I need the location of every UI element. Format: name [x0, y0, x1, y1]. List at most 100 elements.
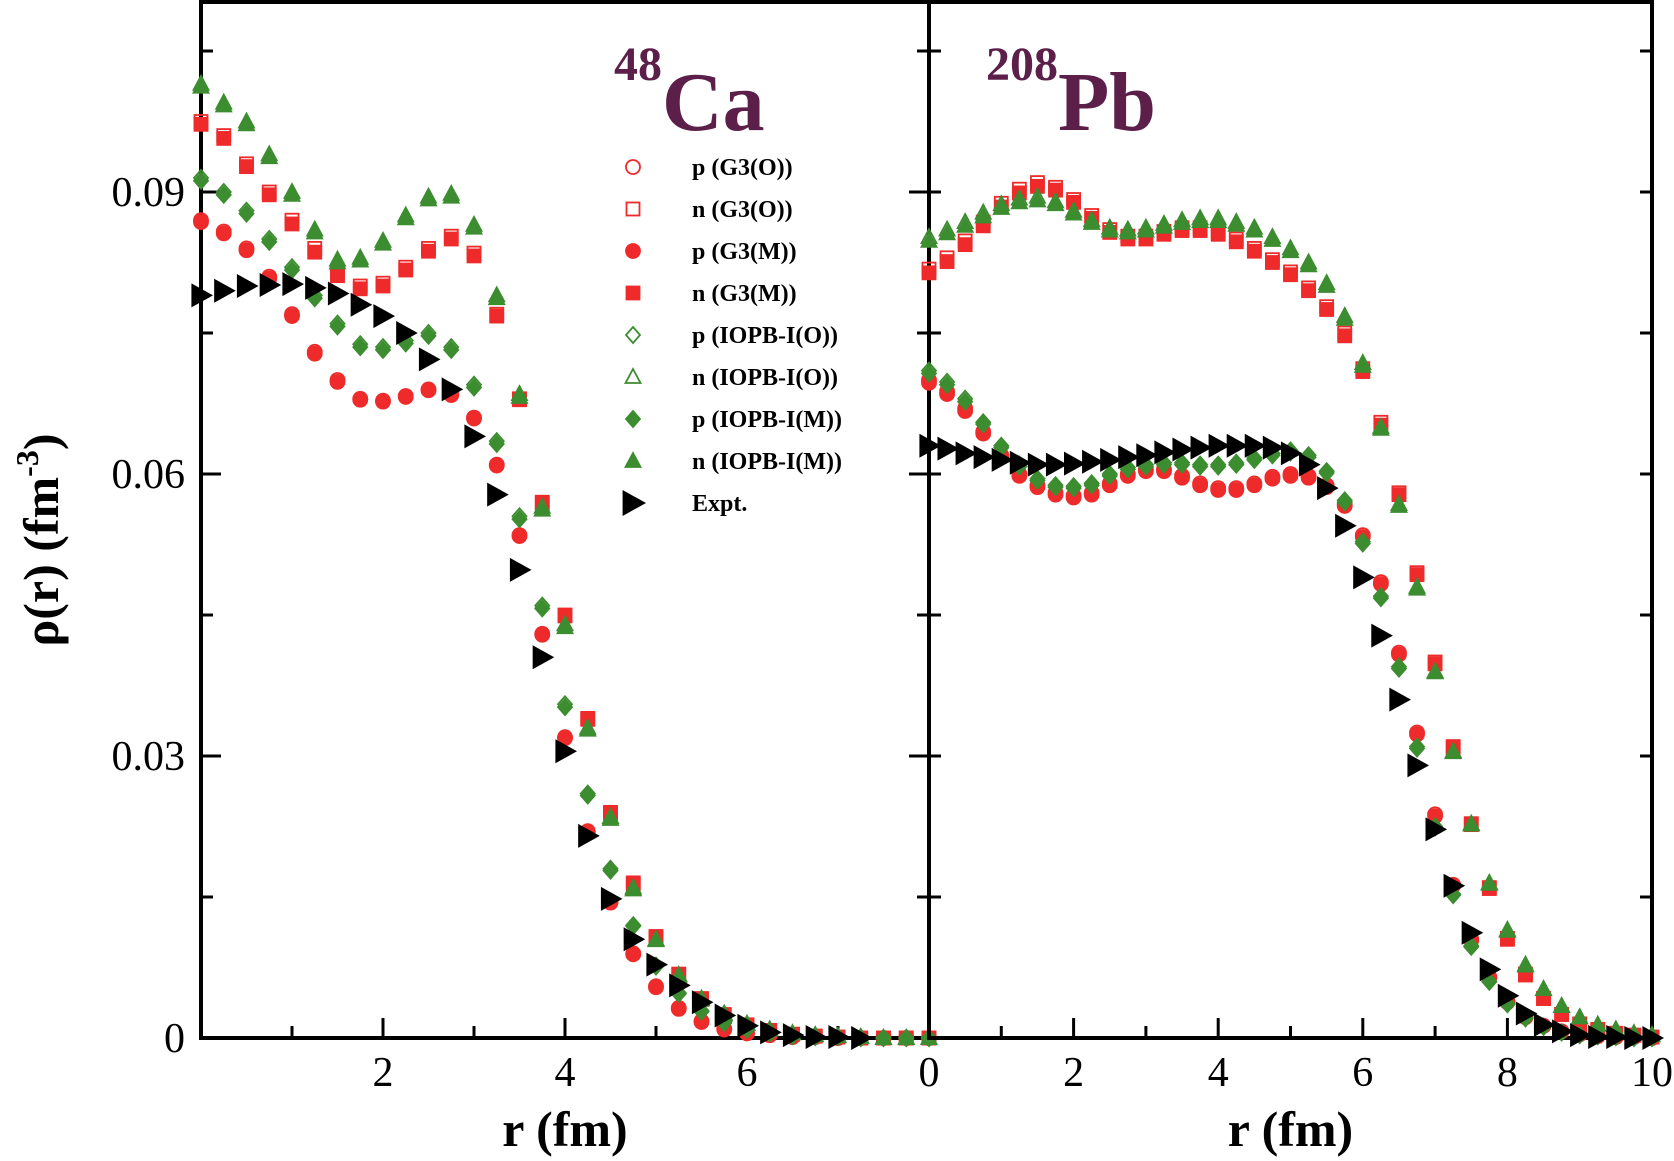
data-point [956, 392, 974, 411]
data-point [601, 809, 620, 826]
y-axis-label-text: ρ(r) (fm [13, 477, 69, 647]
data-point [1209, 211, 1228, 229]
x-tick-label: 6 [737, 1050, 758, 1096]
data-point [1319, 302, 1335, 317]
data-point [1552, 996, 1571, 1013]
data-point [1515, 1001, 1538, 1026]
legend-marker [625, 159, 641, 175]
data-point [974, 206, 993, 224]
data-point [330, 268, 345, 284]
data-point [443, 340, 460, 360]
data-point [1136, 220, 1155, 238]
data-point [282, 184, 302, 202]
data-point [532, 645, 555, 670]
data-point [261, 232, 278, 252]
data-point [919, 230, 939, 248]
data-point [938, 375, 956, 395]
data-point [1263, 230, 1282, 247]
data-point [191, 76, 211, 94]
data-point [214, 278, 236, 303]
x-tick-label: 4 [555, 1050, 576, 1096]
data-point [464, 217, 484, 235]
legend-label: Expt. [692, 491, 747, 517]
data-point [1389, 687, 1411, 712]
data-point [897, 1028, 916, 1045]
data-point [1516, 955, 1535, 973]
data-point [261, 187, 277, 203]
data-point [579, 786, 596, 805]
data-point [398, 262, 414, 278]
data-point [236, 274, 259, 298]
data-point [1624, 1026, 1646, 1050]
data-point [214, 95, 233, 113]
data-point [351, 250, 370, 268]
data-point [920, 364, 938, 383]
data-point [239, 159, 254, 175]
data-point [555, 739, 577, 764]
data-point [1101, 466, 1118, 486]
data-point [328, 252, 347, 270]
data-point [1190, 435, 1213, 460]
data-point [1045, 452, 1068, 477]
data-point [1461, 920, 1484, 945]
panel-frame [927, 0, 1654, 1040]
data-point [646, 952, 668, 977]
data-point [1172, 437, 1195, 462]
data-point [1281, 241, 1300, 259]
x-tick-label: 6 [1352, 1050, 1373, 1096]
data-point [1390, 659, 1408, 678]
data-point [465, 378, 483, 397]
data-point [307, 244, 323, 260]
data-point [329, 317, 346, 336]
data-point [670, 1000, 687, 1017]
data-point [329, 373, 346, 390]
data-point [442, 186, 461, 204]
data-point [216, 131, 232, 146]
data-point [396, 208, 415, 226]
data-point [1173, 213, 1192, 230]
legend-marker [625, 201, 641, 217]
legend-marker [623, 367, 643, 384]
panel-title-element: Pb [1058, 56, 1156, 149]
data-point [1262, 435, 1285, 460]
data-point [1192, 477, 1209, 494]
data-point [1154, 216, 1173, 234]
data-point [375, 393, 391, 410]
data-point [600, 886, 623, 911]
data-point [374, 340, 392, 360]
data-point [1228, 455, 1245, 474]
legend-label: n (IOPB-I(O)) [692, 365, 838, 391]
data-point [1082, 449, 1104, 474]
legend-label: p (IOPB-I(O)) [692, 323, 838, 349]
data-point [487, 288, 506, 306]
data-point [1317, 476, 1339, 501]
data-point [260, 147, 279, 165]
data-point [1010, 192, 1029, 210]
legend-label: n (G3(O)) [692, 197, 793, 223]
data-point [1317, 276, 1336, 293]
data-point [1371, 418, 1390, 436]
data-point [1065, 478, 1082, 498]
data-point [1210, 482, 1227, 498]
data-point [782, 1023, 805, 1048]
data-point [1301, 283, 1316, 299]
data-point [714, 1003, 737, 1028]
data-point [1244, 433, 1267, 458]
data-point [1282, 467, 1299, 484]
y-axis-label: ρ(r) (fm-3) [9, 433, 69, 646]
data-point [1210, 457, 1227, 476]
data-point [1497, 983, 1520, 1008]
panel-title-superscript: 48 [614, 38, 662, 91]
x-tick-label: 2 [373, 1050, 394, 1096]
data-point [215, 185, 232, 205]
data-point [420, 326, 437, 346]
data-point [373, 304, 395, 329]
data-point [938, 223, 957, 241]
data-point [1588, 1025, 1610, 1050]
data-point [418, 347, 441, 372]
data-point [1208, 433, 1231, 458]
data-point [1425, 817, 1448, 842]
data-point [350, 292, 373, 317]
data-point [975, 414, 992, 434]
